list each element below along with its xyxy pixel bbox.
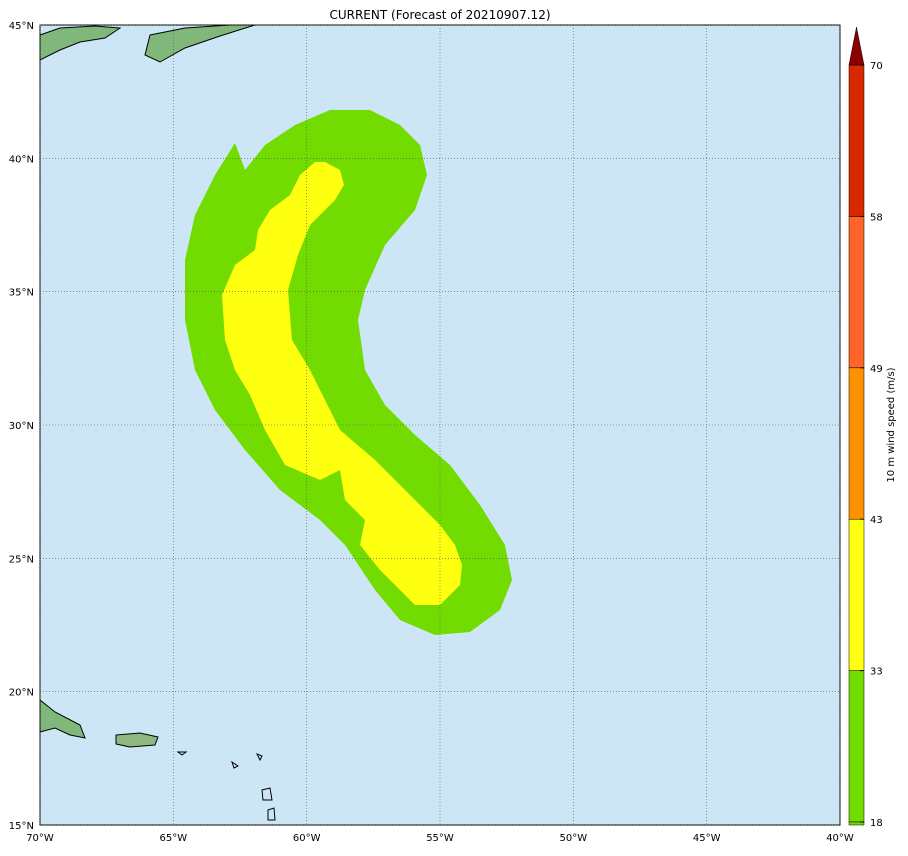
- y-tick-label: 40°N: [9, 154, 34, 165]
- landmass: [39, 25, 122, 61]
- island: [261, 787, 273, 801]
- colorbar-band: [848, 518, 865, 671]
- island: [39, 698, 86, 739]
- colorbar-band: [848, 64, 865, 217]
- y-tick-label: 20°N: [9, 688, 34, 699]
- colorbar-band: [848, 216, 865, 369]
- x-tick-label: 40°W: [826, 833, 854, 844]
- colorbar-band: [848, 367, 865, 520]
- colorbar-tick-label: 70: [870, 61, 883, 72]
- colorbar-band: [848, 821, 865, 826]
- colorbar-band: [848, 670, 865, 823]
- colorbar-tick-label: 18: [870, 818, 883, 829]
- island: [267, 807, 276, 821]
- y-tick-label: 45°N: [9, 21, 34, 32]
- island: [255, 753, 263, 762]
- y-tick-label: 25°N: [9, 554, 34, 565]
- colorbar-tick-label: 58: [870, 212, 883, 223]
- island: [176, 751, 188, 756]
- x-tick-label: 60°W: [293, 833, 321, 844]
- y-tick-label: 15°N: [9, 821, 34, 832]
- x-tick-label: 50°W: [560, 833, 588, 844]
- colorbar-extension: [848, 26, 865, 66]
- map-title: CURRENT (Forecast of 20210907.12): [329, 8, 550, 22]
- x-tick-label: 65°W: [160, 833, 188, 844]
- x-tick-label: 55°W: [426, 833, 454, 844]
- land: [39, 24, 276, 821]
- x-tick-label: 70°W: [26, 833, 54, 844]
- colorbar-tick-label: 43: [870, 515, 883, 526]
- x-tick-label: 45°W: [693, 833, 721, 844]
- y-tick-label: 35°N: [9, 288, 34, 299]
- colorbar-tick-label: 33: [870, 667, 883, 678]
- island: [231, 760, 239, 769]
- landmass: [144, 24, 256, 63]
- colorbar-tick-label: 49: [870, 364, 883, 375]
- colorbar-label: 10 m wind speed (m/s): [886, 367, 897, 482]
- y-tick-label: 30°N: [9, 421, 34, 432]
- wind-contour-inner: [222, 162, 462, 605]
- island: [115, 732, 159, 748]
